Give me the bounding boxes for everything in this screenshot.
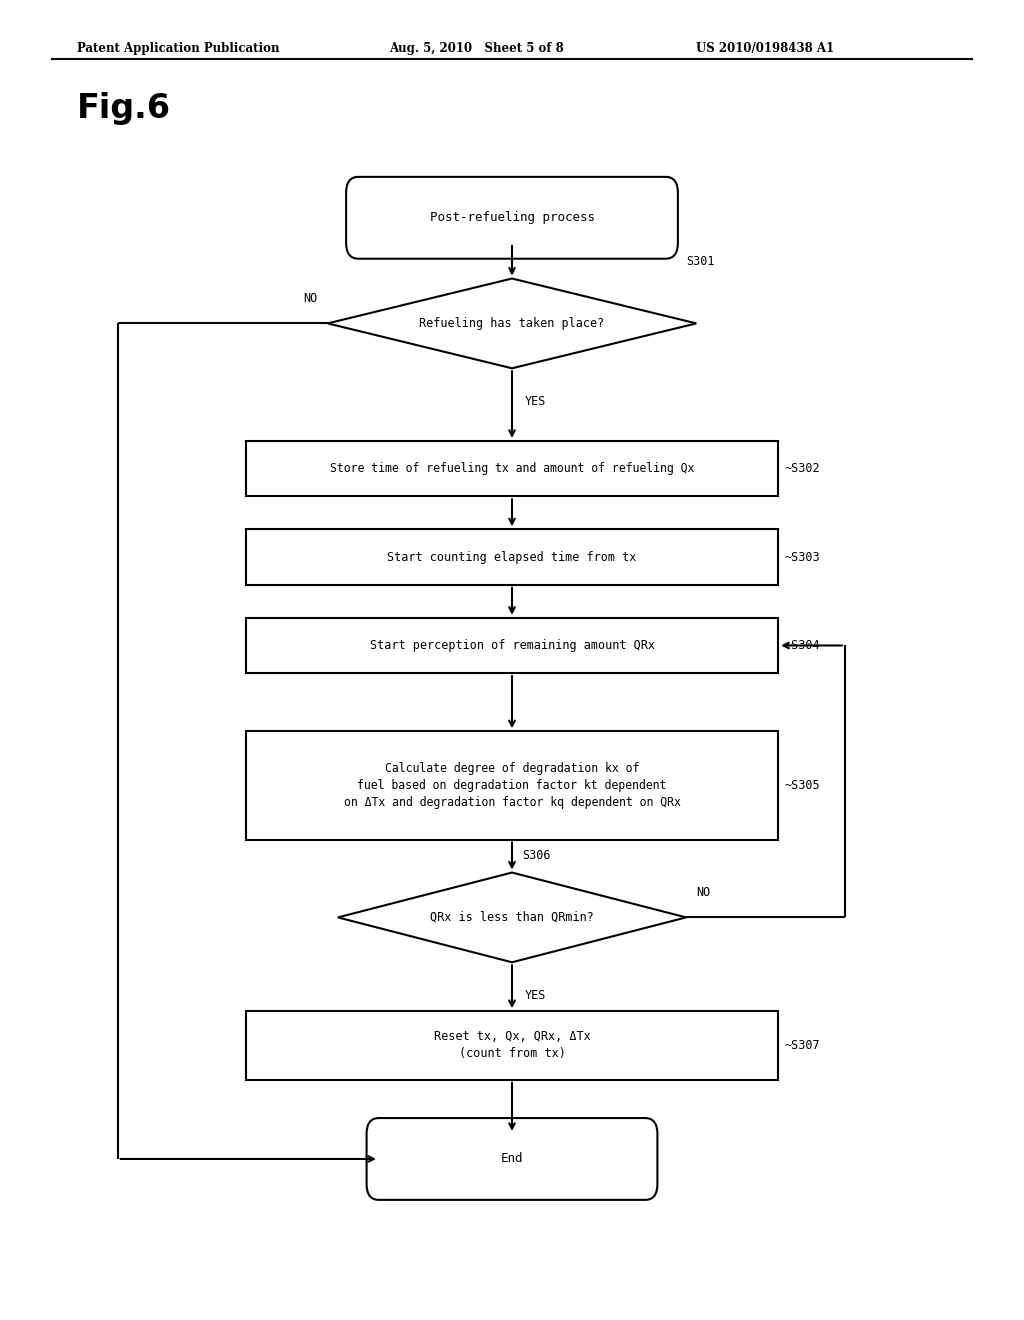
Text: Start perception of remaining amount QRx: Start perception of remaining amount QRx bbox=[370, 639, 654, 652]
Text: End: End bbox=[501, 1152, 523, 1166]
Text: Patent Application Publication: Patent Application Publication bbox=[77, 42, 280, 55]
Text: ~S302: ~S302 bbox=[784, 462, 820, 475]
Text: Refueling has taken place?: Refueling has taken place? bbox=[420, 317, 604, 330]
Text: US 2010/0198438 A1: US 2010/0198438 A1 bbox=[696, 42, 835, 55]
Text: ~S303: ~S303 bbox=[784, 550, 820, 564]
FancyBboxPatch shape bbox=[367, 1118, 657, 1200]
Text: Store time of refueling tx and amount of refueling Qx: Store time of refueling tx and amount of… bbox=[330, 462, 694, 475]
Bar bbox=[246, 1011, 778, 1080]
Text: ~S307: ~S307 bbox=[784, 1039, 820, 1052]
Text: NO: NO bbox=[696, 886, 711, 899]
FancyBboxPatch shape bbox=[346, 177, 678, 259]
Bar bbox=[246, 529, 778, 585]
Bar bbox=[246, 618, 778, 673]
Text: Fig.6: Fig.6 bbox=[77, 92, 171, 125]
Polygon shape bbox=[328, 279, 696, 368]
Bar bbox=[246, 731, 778, 840]
Text: YES: YES bbox=[524, 395, 546, 408]
Polygon shape bbox=[338, 873, 686, 962]
Text: Calculate degree of degradation kx of
fuel based on degradation factor kt depend: Calculate degree of degradation kx of fu… bbox=[344, 762, 680, 809]
Text: Start counting elapsed time from tx: Start counting elapsed time from tx bbox=[387, 550, 637, 564]
Bar bbox=[246, 441, 778, 496]
Text: NO: NO bbox=[303, 292, 317, 305]
Text: Post-refueling process: Post-refueling process bbox=[429, 211, 595, 224]
Text: S306: S306 bbox=[522, 849, 551, 862]
Text: ~S305: ~S305 bbox=[784, 779, 820, 792]
Text: Aug. 5, 2010   Sheet 5 of 8: Aug. 5, 2010 Sheet 5 of 8 bbox=[389, 42, 564, 55]
Text: QRx is less than QRmin?: QRx is less than QRmin? bbox=[430, 911, 594, 924]
Text: S301: S301 bbox=[686, 255, 715, 268]
Text: Reset tx, Qx, QRx, ΔTx
(count from tx): Reset tx, Qx, QRx, ΔTx (count from tx) bbox=[433, 1031, 591, 1060]
Text: YES: YES bbox=[524, 989, 546, 1002]
Text: ~S304: ~S304 bbox=[784, 639, 820, 652]
